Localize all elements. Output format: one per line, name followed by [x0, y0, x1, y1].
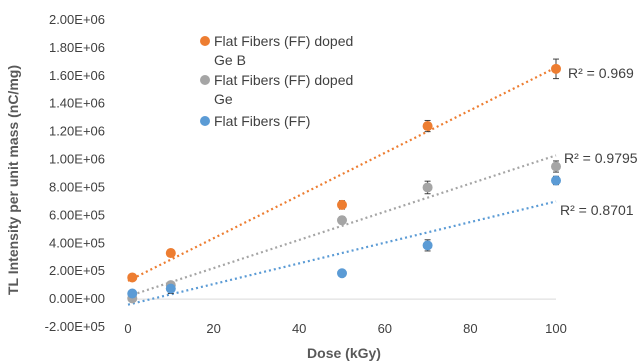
legend-label: Ge	[214, 91, 233, 107]
legend-marker	[200, 75, 210, 85]
x-tick-label: 0	[124, 321, 131, 336]
y-tick-label: 2.00E+05	[49, 263, 105, 278]
r-squared-labels: R² = 0.969 R² = 0.9795 R² = 0.8701	[560, 65, 638, 218]
error-bars	[129, 58, 559, 301]
trendline	[127, 200, 557, 306]
legend-marker	[200, 36, 210, 46]
data-point	[551, 161, 561, 172]
data-point	[337, 199, 347, 210]
y-tick-label: -2.00E+05	[45, 319, 105, 334]
data-point	[422, 240, 433, 251]
y-tick-label: 4.00E+05	[49, 235, 105, 250]
x-tick-label: 40	[292, 321, 306, 336]
data-point	[422, 121, 433, 132]
legend-marker	[200, 116, 210, 126]
legend-label: Flat Fibers (FF) doped	[214, 72, 353, 88]
data-point	[165, 248, 176, 259]
legend: Flat Fibers (FF) doped Ge B Flat Fibers (F…	[200, 33, 353, 129]
legend-label: Ge B	[214, 52, 246, 68]
data-point	[551, 175, 561, 186]
y-tick-label: 1.20E+06	[49, 124, 105, 139]
data-points	[127, 63, 561, 304]
trendline	[127, 154, 557, 298]
y-axis-title: TL Intensity per unit mass (nC/mg)	[5, 65, 21, 295]
trendlines	[127, 66, 557, 306]
data-point	[337, 215, 347, 226]
x-tick-label: 60	[378, 321, 392, 336]
y-tick-label: 1.60E+06	[49, 68, 105, 83]
y-tick-label: 1.00E+06	[49, 152, 105, 167]
trendline	[127, 66, 557, 282]
x-tick-label: 20	[206, 321, 220, 336]
data-point	[551, 63, 561, 74]
x-axis-tick-labels: 0 20 40 60 80 100	[124, 321, 566, 336]
y-tick-label: 6.00E+05	[49, 207, 105, 222]
r-squared-label: R² = 0.8701	[560, 202, 634, 218]
data-point	[337, 268, 347, 279]
y-tick-label: 2.00E+06	[49, 12, 105, 27]
y-tick-label: 1.40E+06	[49, 96, 105, 111]
data-point	[127, 272, 138, 283]
r-squared-label: R² = 0.9795	[564, 150, 638, 166]
y-axis-tick-labels: -2.00E+05 0.00E+00 2.00E+05 4.00E+05 6.00E+0…	[45, 12, 105, 334]
data-point	[422, 182, 433, 193]
x-tick-label: 100	[545, 321, 567, 336]
x-tick-label: 80	[463, 321, 477, 336]
r-squared-label: R² = 0.969	[568, 65, 634, 81]
x-axis-title: Dose (kGy)	[307, 345, 381, 361]
y-tick-label: 1.80E+06	[49, 40, 105, 55]
data-point	[127, 288, 138, 299]
y-tick-label: 0.00E+00	[49, 291, 105, 306]
legend-label: Flat Fibers (FF) doped	[214, 33, 353, 49]
y-tick-label: 8.00E+05	[49, 179, 105, 194]
legend-label: Flat Fibers (FF)	[214, 113, 310, 129]
data-point	[165, 283, 176, 294]
